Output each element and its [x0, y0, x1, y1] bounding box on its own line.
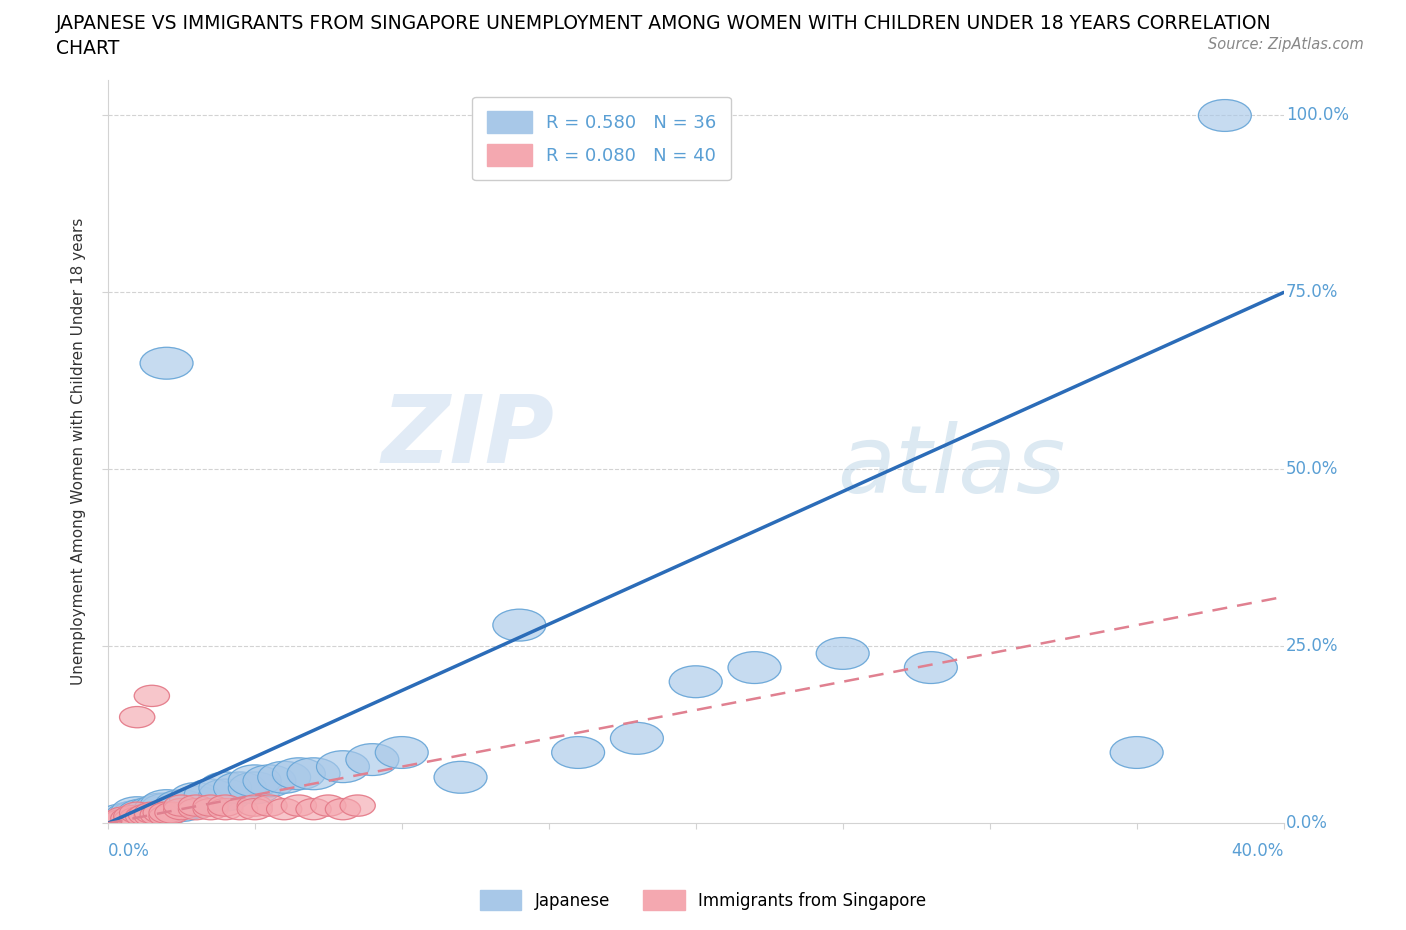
Ellipse shape: [295, 799, 332, 819]
Text: JAPANESE VS IMMIGRANTS FROM SINGAPORE UNEMPLOYMENT AMONG WOMEN WITH CHILDREN UND: JAPANESE VS IMMIGRANTS FROM SINGAPORE UN…: [56, 14, 1272, 33]
Text: 50.0%: 50.0%: [1286, 460, 1339, 478]
Ellipse shape: [669, 666, 723, 698]
Ellipse shape: [243, 764, 295, 797]
Ellipse shape: [149, 802, 184, 823]
Ellipse shape: [111, 801, 163, 832]
Ellipse shape: [193, 795, 228, 817]
Ellipse shape: [904, 652, 957, 684]
Ellipse shape: [120, 802, 155, 823]
Ellipse shape: [141, 790, 193, 821]
Ellipse shape: [494, 609, 546, 641]
Text: ZIP: ZIP: [381, 391, 554, 483]
Ellipse shape: [125, 797, 179, 829]
Ellipse shape: [125, 805, 160, 827]
Ellipse shape: [163, 799, 198, 819]
Ellipse shape: [93, 812, 128, 833]
Ellipse shape: [120, 807, 155, 829]
Ellipse shape: [287, 758, 340, 790]
Ellipse shape: [281, 795, 316, 817]
Text: Source: ZipAtlas.com: Source: ZipAtlas.com: [1208, 37, 1364, 52]
Ellipse shape: [143, 802, 179, 823]
Ellipse shape: [238, 799, 273, 819]
Text: 75.0%: 75.0%: [1286, 284, 1339, 301]
Ellipse shape: [184, 779, 238, 811]
Text: 100.0%: 100.0%: [1286, 107, 1348, 125]
Text: atlas: atlas: [837, 421, 1066, 512]
Ellipse shape: [120, 809, 155, 830]
Ellipse shape: [170, 783, 222, 815]
Text: 0.0%: 0.0%: [1286, 815, 1327, 832]
Ellipse shape: [117, 799, 170, 830]
Ellipse shape: [105, 807, 141, 829]
Ellipse shape: [817, 637, 869, 670]
Text: CHART: CHART: [56, 39, 120, 58]
Ellipse shape: [238, 795, 273, 817]
Ellipse shape: [228, 764, 281, 797]
Ellipse shape: [179, 795, 214, 817]
Ellipse shape: [551, 737, 605, 768]
Ellipse shape: [134, 685, 170, 707]
Ellipse shape: [252, 795, 287, 817]
Ellipse shape: [141, 347, 193, 379]
Ellipse shape: [149, 805, 184, 827]
Ellipse shape: [170, 786, 222, 818]
Ellipse shape: [257, 762, 311, 793]
Ellipse shape: [375, 737, 429, 768]
Ellipse shape: [198, 779, 252, 811]
Ellipse shape: [434, 762, 486, 793]
Ellipse shape: [96, 804, 149, 836]
Text: 40.0%: 40.0%: [1232, 842, 1284, 860]
Text: 0.0%: 0.0%: [108, 842, 149, 860]
Ellipse shape: [198, 772, 252, 804]
Ellipse shape: [128, 804, 163, 826]
Ellipse shape: [1111, 737, 1163, 768]
Legend: Japanese, Immigrants from Singapore: Japanese, Immigrants from Singapore: [472, 884, 934, 917]
Legend: R = 0.580   N = 36, R = 0.080   N = 40: R = 0.580 N = 36, R = 0.080 N = 40: [472, 97, 731, 180]
Y-axis label: Unemployment Among Women with Children Under 18 years: Unemployment Among Women with Children U…: [72, 218, 86, 685]
Ellipse shape: [134, 802, 170, 823]
Ellipse shape: [141, 793, 193, 825]
Ellipse shape: [208, 795, 243, 817]
Ellipse shape: [325, 799, 360, 819]
Ellipse shape: [120, 707, 155, 728]
Ellipse shape: [96, 811, 131, 832]
Ellipse shape: [114, 809, 149, 830]
Ellipse shape: [1198, 100, 1251, 131]
Ellipse shape: [111, 808, 146, 829]
Ellipse shape: [111, 797, 163, 829]
Ellipse shape: [340, 795, 375, 817]
Ellipse shape: [155, 790, 208, 821]
Ellipse shape: [208, 799, 243, 819]
Ellipse shape: [134, 805, 170, 827]
Ellipse shape: [105, 809, 141, 830]
Text: 25.0%: 25.0%: [1286, 637, 1339, 656]
Ellipse shape: [222, 799, 257, 819]
Ellipse shape: [311, 795, 346, 817]
Ellipse shape: [105, 802, 157, 833]
Ellipse shape: [155, 802, 190, 823]
Ellipse shape: [346, 744, 399, 776]
Ellipse shape: [728, 652, 780, 684]
Ellipse shape: [267, 799, 302, 819]
Ellipse shape: [98, 811, 134, 831]
Ellipse shape: [179, 799, 214, 819]
Ellipse shape: [193, 799, 228, 819]
Ellipse shape: [610, 723, 664, 754]
Ellipse shape: [273, 758, 325, 790]
Ellipse shape: [114, 805, 149, 827]
Ellipse shape: [141, 804, 176, 826]
Ellipse shape: [228, 772, 281, 804]
Ellipse shape: [214, 772, 267, 804]
Ellipse shape: [316, 751, 370, 783]
Ellipse shape: [134, 793, 187, 825]
Ellipse shape: [163, 795, 198, 817]
